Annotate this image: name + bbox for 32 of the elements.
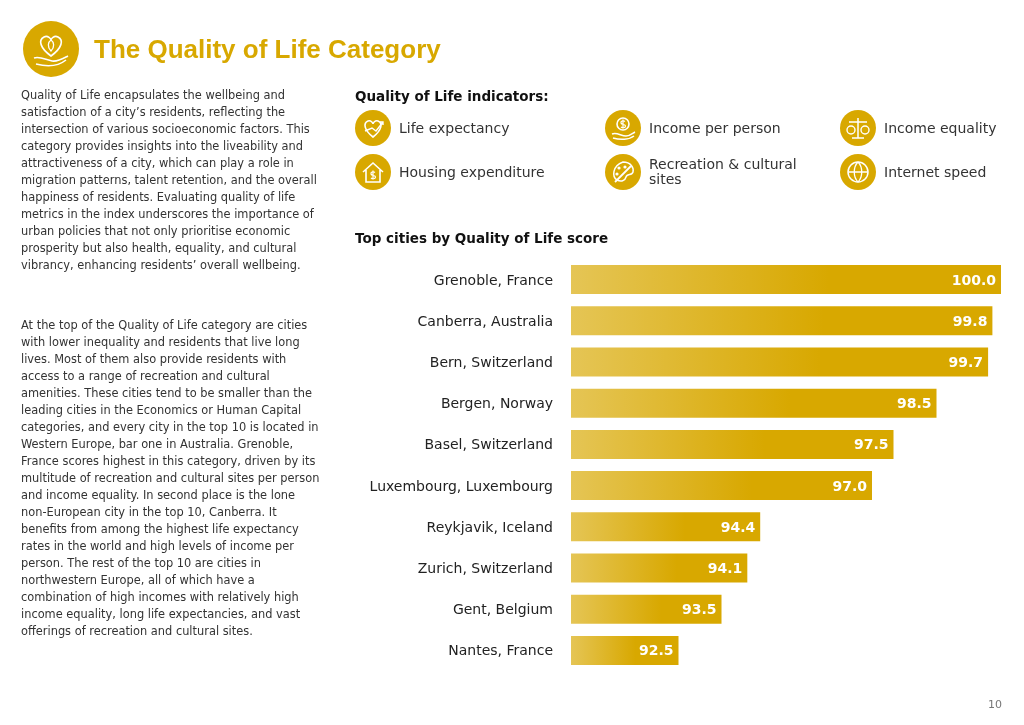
data-label: 97.5	[853, 436, 889, 453]
data-label: 97.0	[832, 477, 868, 494]
data-label: 98.5	[896, 395, 932, 412]
data-label: 100.0	[951, 271, 997, 288]
y-tick-label: Bern, Switzerland	[429, 354, 553, 370]
text: Quality of Life indicators:	[355, 88, 549, 104]
data-label: 94.1	[707, 560, 743, 576]
text: Housing expenditure	[399, 163, 546, 180]
text: Quality of Life encapsulates the wellbeing and satisfaction of a city’s residents, reflecting the intersection of various socioeconomic factors. This category provides insights into the liveability and attractiveness of a city, which can play a role in migration patterns, talent retention, and the overall happiness of residents. Evaluating quality of life metrics in the index underscores the importance of urban policies that not only prioritise economic prosperity but also health, equality, and cultural vibrancy, enhancing residents’ overall wellbeing.	[21, 88, 317, 272]
chart-subtitle: Top cities by Quality of Life score	[355, 230, 609, 246]
data-label: 99.8	[952, 312, 988, 329]
data-label: 99.7	[948, 354, 984, 370]
y-tick-label: Canberra, Australia	[417, 312, 553, 329]
text: The Quality of Life Category	[94, 33, 441, 65]
y-tick-label: Bergen, Norway	[440, 395, 553, 412]
text: At the top of the Quality of Life category are cities with lower inequality and residents that live long lives. Most of them also provide residents with access to a range of recreation and cultural amenities. These cities tend to be smaller than the leading cities in the Economics or Human Capital categories, and every city in the top 10 is located in Western Europe, bar one in Australia. Grenoble, France scores highest in this category, driven by its multitude of recreation and cultural sites per person and income equality. In second place is the lone non-European city in the top 10, Canberra. It benefits from among the highest life expectancy rates in the world and high levels of income per person. The rest of the top 10 are cities in northwestern Europe, all of which have a combination of high incomes with relatively high income equality, long life expectancies, and vast offerings of recreation and cultural sites.	[21, 318, 320, 638]
data-label: 92.5	[638, 642, 674, 659]
y-tick-label: Nantes, France	[448, 642, 553, 659]
y-tick-label: Grenoble, France	[433, 271, 553, 288]
y-tick-label: Reykjavik, Iceland	[426, 518, 553, 535]
y-tick-label: Gent, Belgium	[452, 601, 553, 618]
data-label: 94.4	[720, 518, 756, 535]
text: Income equality	[884, 119, 998, 136]
text: Internet speed	[884, 163, 988, 180]
text: Life expectancy	[399, 119, 511, 136]
text: Income per person	[649, 119, 782, 136]
y-tick-label: Basel, Switzerland	[424, 436, 553, 453]
data-label: 93.5	[681, 601, 717, 618]
text: 10	[988, 698, 1002, 711]
y-tick-label: Luxembourg, Luxembourg	[369, 477, 553, 494]
text: Recreation & cultural sites	[649, 156, 798, 187]
y-tick-label: Zurich, Switzerland	[417, 560, 553, 576]
